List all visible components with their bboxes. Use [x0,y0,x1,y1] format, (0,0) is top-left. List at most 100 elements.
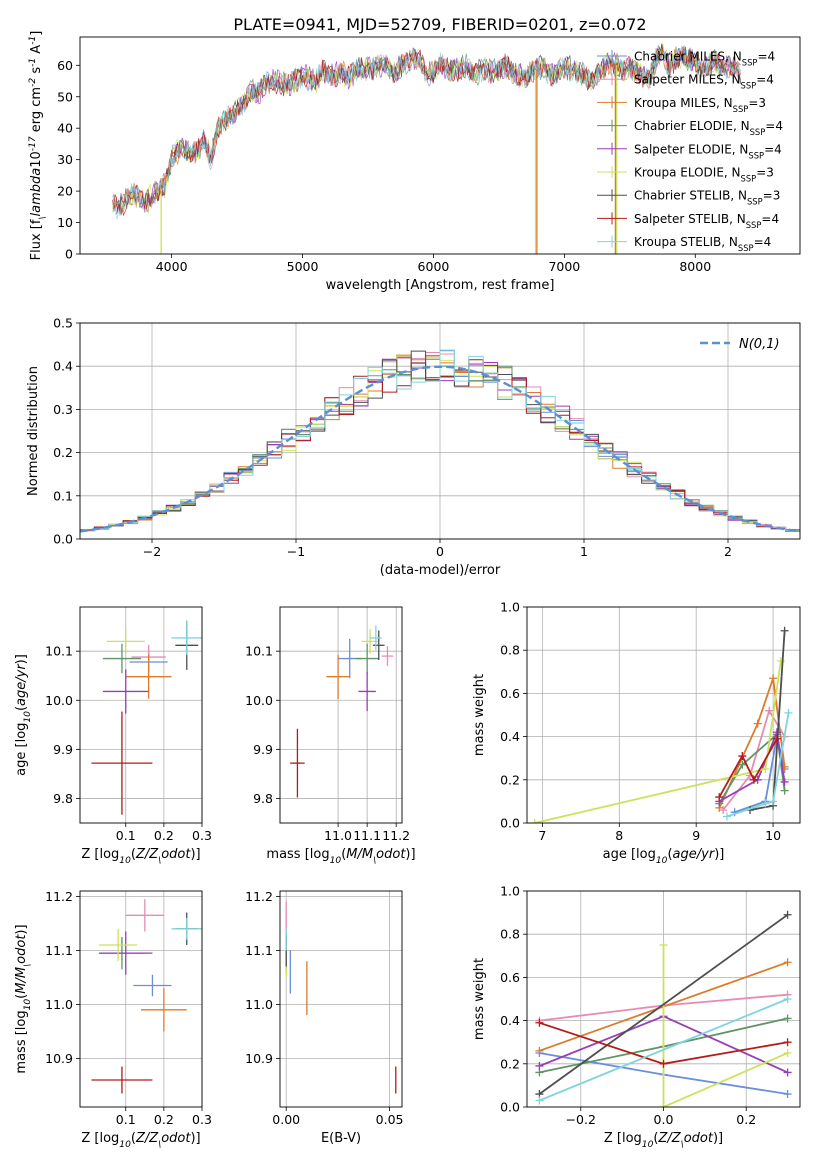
weight-series-line [539,998,788,1102]
weight-point [772,734,781,743]
weight-point [765,706,774,715]
legend-label: Kroupa STELIB, NSSP=4 [634,235,771,253]
y-tick-label: 0.2 [53,445,73,460]
weight-point [783,910,792,919]
y-tick-label: 1.0 [500,884,520,899]
axes-frame [79,322,801,540]
x-tick-label: 0.0 [654,1112,674,1127]
y-tick-label: 0.2 [500,772,520,787]
x-axis-label: age [log10(age/yr)] [603,847,725,866]
y-tick-label: 9.9 [53,742,73,757]
x-tick-label: 0.2 [154,1112,174,1127]
x-tick-label: −2 [143,544,161,559]
weight-point [535,1096,544,1105]
y-tick-label: 10.1 [45,644,73,659]
plot-area [80,607,202,823]
weight-point [659,1059,668,1068]
plot-content [91,620,202,815]
y-tick-label: 10.9 [45,1051,73,1066]
legend-label: Chabrier STELIB, NSSP=3 [634,189,780,207]
y-tick-label: 1.0 [500,600,520,615]
weight-point [530,819,539,823]
weight-point [761,765,770,773]
weight-point [535,1046,544,1055]
x-axis-label: (data-model)/error [380,563,501,578]
y-tick-label: 0.0 [500,1100,520,1115]
y-tick-label: 11.0 [245,997,273,1012]
y-tick-label: 9.8 [53,791,73,806]
x-axis-label: Z [log10(Z/Z\odot)] [604,1131,723,1150]
legend-label: Chabrier MILES, NSSP=4 [634,50,775,68]
x-tick-label: 0.2 [154,828,174,843]
y-tick-label: 0.4 [500,1013,520,1028]
weight-point [783,1014,792,1023]
weight-point [783,995,792,1003]
panel-spectrum: 4000 5000 6000 7000 8000 0 10 20 30 40 50 60 wavelen… [28,31,801,293]
y-tick-label: 0.1 [53,488,73,503]
x-axis-label: wavelength [Angstrom, rest frame] [326,278,555,293]
y-tick-label: 10 [57,215,73,230]
weight-point [780,777,789,786]
weight-point [749,775,758,784]
y-axis-label: age [log10(age/yr)] [14,654,33,776]
weight-point [659,941,668,949]
x-tick-label: 5000 [287,259,319,274]
x-tick-label: 0 [436,544,444,559]
x-tick-label: −1 [287,544,305,559]
weight-point [753,719,762,728]
y-tick-label: 60 [57,58,73,73]
plot-content [290,625,394,798]
axes-frame [279,606,403,824]
spectrum-series [112,45,742,220]
weight-point [659,1103,668,1107]
x-axis-label: mass [log10(M/M\odot)] [266,847,415,866]
x-tick-label: 9 [692,828,700,843]
plot-content [112,43,742,254]
y-tick-label: 0.3 [53,402,73,417]
plot-content [285,901,397,1094]
axes-frame [526,890,801,1108]
histogram-series [80,350,800,539]
x-tick-label: 2 [724,544,732,559]
x-tick-label: 7 [538,828,546,843]
axes-frame [279,890,403,1108]
weight-point [738,760,747,769]
y-tick-label: 0.0 [500,816,520,831]
weight-point [738,752,747,761]
weight-series-line [722,708,786,811]
weight-point [783,958,792,967]
panel-weight-vs-Z: −0.2 0.0 0.2 0.0 0.2 0.4 0.6 0.8 1.0 Z [log10(Z/Z… [472,884,801,1150]
y-tick-label: 11.2 [245,889,273,904]
panel-residuals: −2 −1 0 1 2 0.0 0.1 0.2 0.3 0.4 0.5 (data-model)/er… [26,316,801,578]
x-tick-label: 10 [765,828,781,843]
y-tick-label: 10.9 [245,1051,273,1066]
weight-point [535,1061,544,1070]
y-axis-label: mass weight [472,674,487,756]
y-axis-label: mass [log10(M/M\odot)] [14,924,33,1073]
weight-point [722,812,731,821]
plot-area [280,891,402,1107]
y-axis-label: Normed distribution [26,366,41,496]
weight-point [535,1018,544,1027]
y-tick-label: 0.5 [53,316,73,331]
x-tick-label: 0.2 [736,1112,756,1127]
plot-area [80,891,202,1107]
x-tick-label: 0.1 [116,1112,136,1127]
y-axis-label: Flux [f\lambda10-17 erg cm-2 s-1 A-1] [28,31,48,261]
weight-point [715,793,724,802]
x-axis-label: E(B-V) [321,1131,361,1146]
y-axis-label: mass weight [472,958,487,1040]
axes-frame [526,606,801,824]
plot-area [280,607,402,823]
legend-label: Salpeter ELODIE, NSSP=4 [634,142,782,160]
x-axis-label: Z [log10(Z/Z\odot)] [81,1131,200,1150]
x-tick-label: 11.2 [382,828,410,843]
x-tick-label: 8 [615,828,623,843]
weight-series-line [662,945,788,1107]
weight-series-line [538,914,789,1095]
panel-age-vs-Z: 0.1 0.2 0.3 9.8 9.9 10.0 10.1 Z [log10(Z/Z\odot… [14,606,212,866]
y-tick-label: 0.2 [500,1056,520,1071]
x-tick-label: 11.1 [353,828,381,843]
y-tick-label: 0.6 [500,686,520,701]
y-tick-label: 50 [57,89,73,104]
